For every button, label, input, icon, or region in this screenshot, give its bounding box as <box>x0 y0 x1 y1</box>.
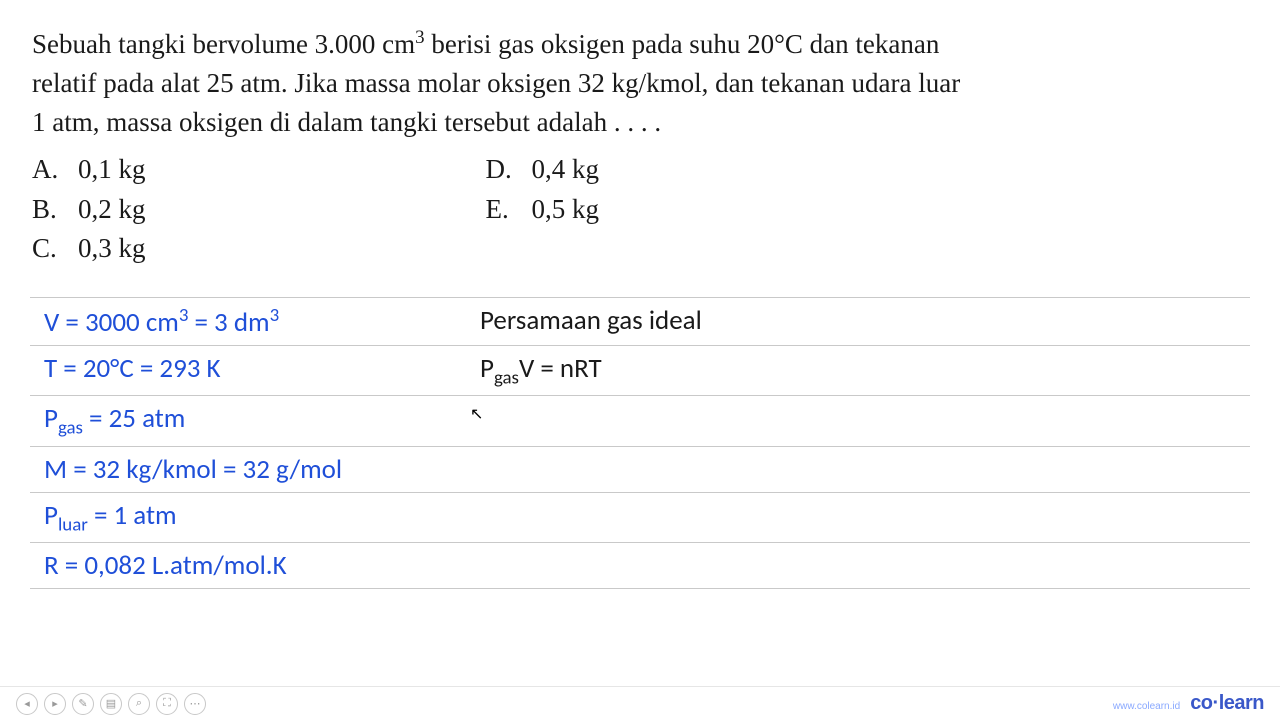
work-row-1: V = 3000 cm3 = 3 dm3 Persamaan gas ideal <box>30 297 1250 346</box>
option-b-text: 0,2 kg <box>78 194 146 224</box>
option-e-letter: E. <box>486 190 532 229</box>
option-e: E.0,5 kg <box>486 190 600 229</box>
option-a-text: 0,1 kg <box>78 154 146 184</box>
work-right-1: Persamaan gas ideal <box>470 298 1250 345</box>
work-table: V = 3000 cm3 = 3 dm3 Persamaan gas ideal… <box>30 297 1250 589</box>
q-line1-a: Sebuah tangki bervolume 3.000 cm <box>32 29 415 59</box>
work-row-3: Pgas = 25 atm <box>30 395 1250 446</box>
options-left-col: A.0,1 kg B.0,2 kg C.0,3 kg <box>32 150 146 267</box>
work-right-6 <box>470 543 1250 588</box>
brand-url: www.colearn.id <box>1113 701 1180 712</box>
footer-controls: ◂ ▸ ✎ ▤ ⌕ ⛶ ⋯ <box>16 693 206 715</box>
option-c-text: 0,3 kg <box>78 233 146 263</box>
search-icon[interactable]: ⌕ <box>128 693 150 715</box>
work-row-5: Pluar = 1 atm <box>30 492 1250 543</box>
work-left-4: M = 32 kg/kmol = 32 g/mol <box>30 447 470 492</box>
q-line1-b: berisi gas oksigen pada suhu 20°C dan te… <box>425 29 940 59</box>
page-icon[interactable]: ▤ <box>100 693 122 715</box>
work-left-5: Pluar = 1 atm <box>30 493 470 542</box>
footer-brand: www.colearn.id co·learn <box>1113 692 1264 715</box>
options: A.0,1 kg B.0,2 kg C.0,3 kg D.0,4 kg E.0,… <box>32 150 1248 267</box>
screen-icon[interactable]: ⛶ <box>156 693 178 715</box>
option-b: B.0,2 kg <box>32 190 146 229</box>
work-left-1: V = 3000 cm3 = 3 dm3 <box>30 298 470 345</box>
pen-icon[interactable]: ✎ <box>72 693 94 715</box>
option-d-text: 0,4 kg <box>532 154 600 184</box>
footer: ◂ ▸ ✎ ▤ ⌕ ⛶ ⋯ www.colearn.id co·learn <box>0 686 1280 720</box>
work-right-5 <box>470 493 1250 542</box>
work-row-2: T = 20°C = 293 K PgasV = nRT <box>30 345 1250 396</box>
option-b-letter: B. <box>32 190 78 229</box>
option-c-letter: C. <box>32 229 78 268</box>
work-left-6: R = 0,082 L.atm/mol.K <box>30 543 470 588</box>
work-right-3 <box>470 396 1250 445</box>
next-icon[interactable]: ▸ <box>44 693 66 715</box>
option-a-letter: A. <box>32 150 78 189</box>
q-line2: relatif pada alat 25 atm. Jika massa mol… <box>32 68 960 98</box>
option-e-text: 0,5 kg <box>532 194 600 224</box>
q-line3: 1 atm, massa oksigen di dalam tangki ter… <box>32 107 661 137</box>
work-row-6: R = 0,082 L.atm/mol.K <box>30 542 1250 589</box>
brand-logo: co·learn <box>1190 692 1264 715</box>
option-a: A.0,1 kg <box>32 150 146 189</box>
option-d: D.0,4 kg <box>486 150 600 189</box>
option-d-letter: D. <box>486 150 532 189</box>
question-text: Sebuah tangki bervolume 3.000 cm3 berisi… <box>32 24 1248 142</box>
prev-icon[interactable]: ◂ <box>16 693 38 715</box>
work-left-3: Pgas = 25 atm <box>30 396 470 445</box>
more-icon[interactable]: ⋯ <box>184 693 206 715</box>
work-row-4: M = 32 kg/kmol = 32 g/mol <box>30 446 1250 493</box>
work-left-2: T = 20°C = 293 K <box>30 346 470 395</box>
option-c: C.0,3 kg <box>32 229 146 268</box>
q-line1-sup: 3 <box>415 27 424 48</box>
work-right-2: PgasV = nRT <box>470 346 1250 395</box>
options-right-col: D.0,4 kg E.0,5 kg <box>486 150 600 267</box>
work-right-4 <box>470 447 1250 492</box>
